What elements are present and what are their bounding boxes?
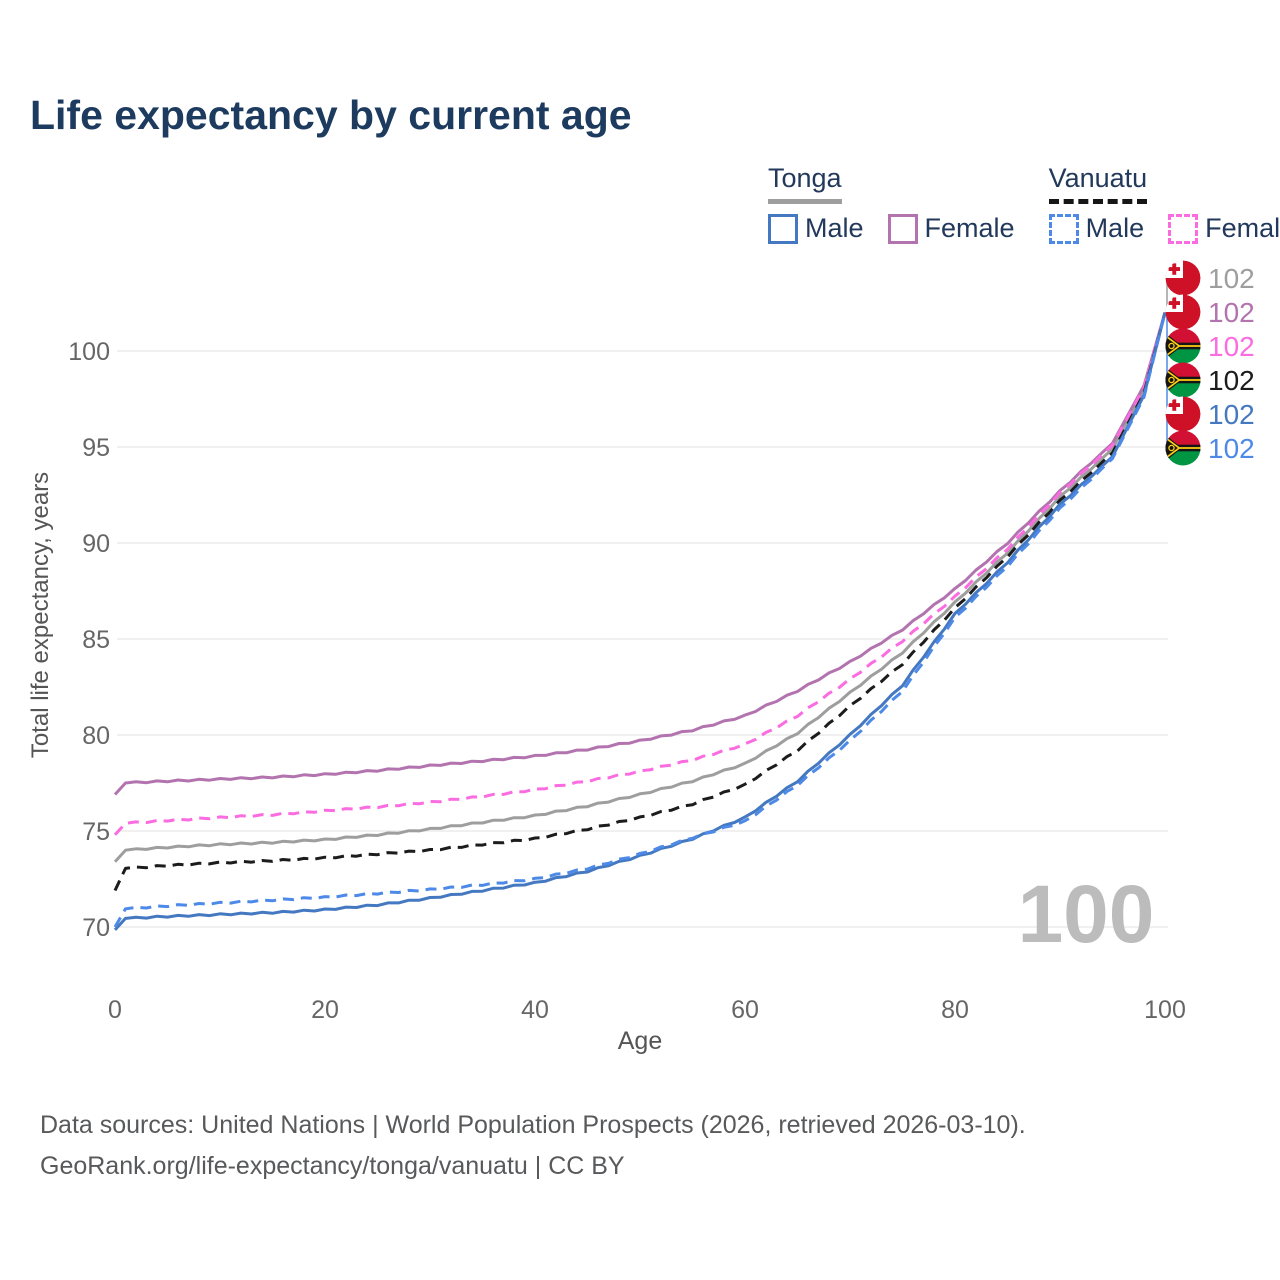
legend-item-tonga-female[interactable]: Female: [887, 213, 1015, 244]
x-tick-label-40: 40: [521, 996, 549, 1024]
legend-item-label: Male: [1085, 213, 1145, 243]
end-value-label-vanuatu-female: 102: [1208, 331, 1255, 362]
page-title: Life expectancy by current age: [30, 92, 632, 138]
y-tick-label-75: 75: [82, 818, 110, 846]
series-line-tonga-male[interactable]: [113, 312, 1167, 931]
legend: Tonga Male Female Vanuatu Male: [768, 163, 1280, 244]
tonga-male-swatch-icon: [768, 213, 798, 244]
end-value-label-tonga: 102: [1208, 263, 1255, 294]
legend-item-tonga-male[interactable]: Male: [768, 213, 864, 244]
source-attribution: Data sources: United Nations | World Pop…: [40, 1105, 1026, 1187]
legend-item-label: Female: [1205, 213, 1280, 243]
y-axis-title: Total life expectancy, years: [27, 472, 54, 758]
y-tick-label-100: 100: [68, 338, 110, 366]
vanuatu-male-swatch-icon: [1048, 213, 1079, 244]
y-tick-label-95: 95: [82, 434, 110, 462]
end-value-label-tonga-female: 102: [1208, 297, 1255, 328]
end-value-label-vanuatu-male: 102: [1208, 433, 1255, 464]
tonga-female-swatch-icon: [887, 213, 918, 244]
tonga-flag-icon: [1166, 397, 1201, 432]
x-tick-label-0: 0: [108, 996, 122, 1024]
end-value-label-tonga-male: 102: [1208, 399, 1255, 430]
series-line-vanuatu[interactable]: [113, 312, 1167, 892]
series-line-vanuatu-female[interactable]: [113, 312, 1167, 836]
x-tick-label-100: 100: [1144, 996, 1186, 1024]
vanuatu-flag-icon: [1166, 363, 1201, 398]
legend-item-vanuatu-female[interactable]: Female: [1168, 213, 1280, 244]
vanuatu-flag-icon: [1166, 431, 1201, 466]
x-tick-label-20: 20: [311, 996, 339, 1024]
x-tick-label-60: 60: [731, 996, 759, 1024]
legend-title-tonga[interactable]: Tonga: [768, 163, 842, 204]
age-counter-watermark: 100: [1018, 869, 1155, 960]
series-line-tonga-female[interactable]: [113, 312, 1167, 796]
legend-group-vanuatu: Vanuatu Male Female: [1048, 163, 1280, 244]
tonga-flag-icon: [1166, 261, 1201, 296]
legend-item-label: Female: [924, 213, 1015, 243]
y-tick-label-80: 80: [82, 722, 110, 750]
legend-title-vanuatu[interactable]: Vanuatu: [1048, 163, 1148, 204]
legend-group-tonga: Tonga Male Female: [768, 163, 1015, 244]
series-line-tonga[interactable]: [113, 312, 1167, 863]
y-tick-label-90: 90: [82, 530, 110, 558]
legend-item-vanuatu-male[interactable]: Male: [1048, 213, 1145, 244]
georank-credit-line: GeoRank.org/life-expectancy/tonga/vanuat…: [40, 1152, 625, 1180]
series-line-vanuatu-male[interactable]: [113, 312, 1167, 928]
vanuatu-flag-icon: [1166, 329, 1201, 364]
end-value-label-vanuatu: 102: [1208, 365, 1255, 396]
x-axis-title: Age: [618, 1027, 662, 1055]
data-sources-line: Data sources: United Nations | World Pop…: [40, 1111, 1026, 1139]
vanuatu-female-swatch-icon: [1168, 213, 1199, 244]
y-tick-label-85: 85: [82, 626, 110, 654]
y-tick-label-70: 70: [82, 914, 110, 942]
tonga-flag-icon: [1166, 295, 1201, 330]
legend-item-label: Male: [805, 213, 864, 243]
x-tick-label-80: 80: [941, 996, 969, 1024]
